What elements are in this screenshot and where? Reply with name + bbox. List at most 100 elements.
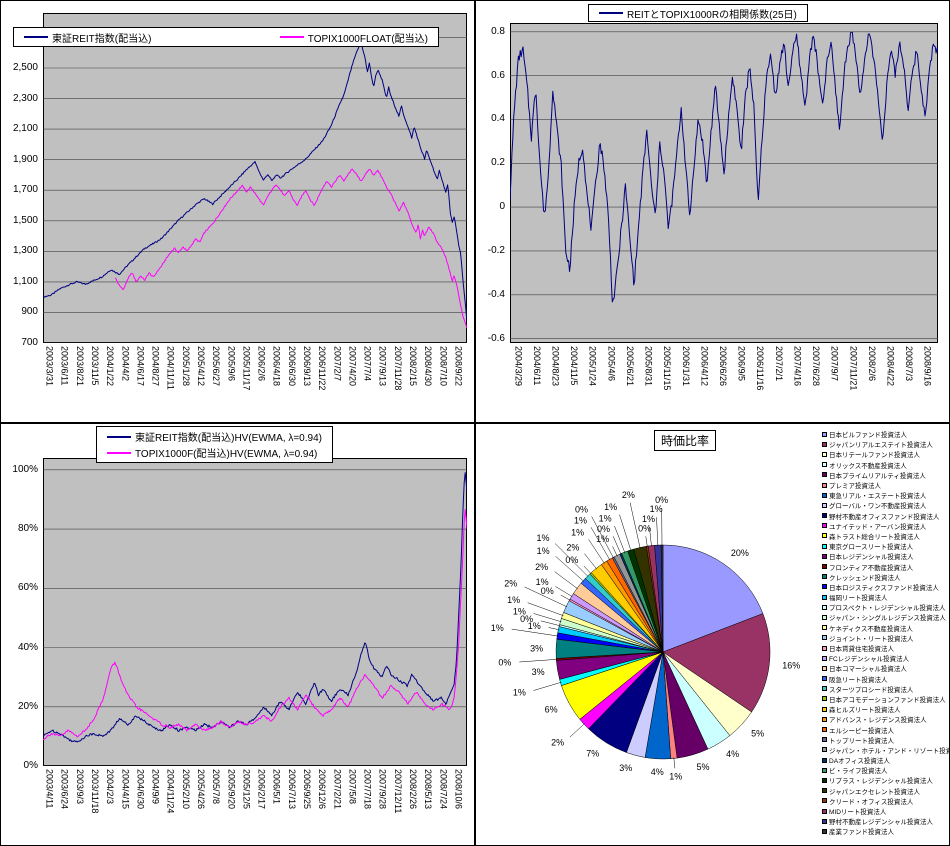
legend-label: ジャパンエクセレント投資法人: [829, 788, 920, 796]
x-tick-label: 2007/9/7: [829, 346, 840, 382]
pie-legend-item: グローバル・ワン不動産投資法人: [822, 500, 949, 510]
x-tick-label: 2003/9/3: [74, 769, 85, 805]
y-tick-label: 900: [21, 306, 38, 318]
label-leader-line: [527, 602, 564, 616]
legend-swatch: [822, 635, 827, 641]
y-tick-label: 100%: [12, 463, 38, 475]
pie-legend-item: 日本アコモデーションファンド投資法人: [822, 694, 949, 704]
x-tick-label: 2004/1/22: [105, 346, 116, 387]
x-tick-label: 2005/6/21: [625, 346, 635, 387]
pie-percent-label: 1%: [604, 502, 617, 512]
y-tick-label: 1,300: [12, 245, 38, 257]
legend-swatch: [822, 604, 827, 610]
x-tick-label: 2005/6/27: [211, 346, 222, 387]
pie-legend-item: プレミア投資法人: [822, 480, 949, 490]
x-tick-label: 2008/10/6: [453, 769, 464, 810]
legend-label: アドバンス・レジデンス投資法人: [829, 717, 927, 725]
pie-legend-item: 日本プライムリアルティ投資法人: [822, 470, 949, 480]
pie-percent-label: 0%: [597, 524, 610, 534]
x-tick-label: 2004/8/27: [150, 346, 161, 387]
pie-legend-item: 産業ファンド投資法人: [822, 826, 949, 836]
legend-label: 産業ファンド投資法人: [829, 829, 894, 837]
pie-legend-item: 日本リテールファンド投資法人: [822, 449, 949, 459]
legend-swatch: [822, 472, 827, 478]
legend-label: 東急リアル・エステート投資法人: [829, 493, 927, 501]
x-tick-label: 2004/2/3: [105, 769, 116, 805]
pie-percent-label: 2%: [535, 562, 548, 572]
label-leader-line: [519, 659, 558, 663]
label-leader-line: [645, 536, 648, 548]
y-tick-label: 0.2: [491, 157, 505, 169]
legend-label: ジャパン・ホテル・アンド・リゾート投資法人: [829, 747, 949, 755]
pie-percent-label: 1%: [536, 577, 549, 587]
x-tick-label: 2007/6/28: [811, 346, 821, 387]
label-leader-line: [588, 539, 605, 564]
legend-label: 東証REIT指数(配当込): [52, 33, 152, 45]
x-tick-label: 2003/8/21: [74, 346, 85, 387]
x-tick-label: 2008/7/3: [904, 346, 915, 382]
x-tick-label: 2007/7/18: [362, 769, 373, 810]
legend-label: 森ヒルズリート投資法人: [829, 707, 901, 715]
legend-swatch: [822, 737, 827, 743]
label-leader-line: [555, 556, 585, 582]
x-tick-label: 2008/4/22: [885, 346, 896, 387]
x-tick-label: 2007/9/28: [377, 769, 388, 810]
x-tick-label: 2006/9/13: [302, 346, 312, 387]
pie-percent-label: 1%: [537, 546, 550, 556]
label-leader-line: [533, 681, 562, 691]
x-tick-label: 2007/11/28: [392, 346, 403, 391]
legend-swatch: [822, 574, 827, 580]
y-tick-label: 60%: [17, 582, 38, 594]
x-tick-label: 2004/6/30: [135, 769, 146, 810]
pie-legend-item: トップリート投資法人: [822, 735, 949, 745]
x-tick-label: 2004/6/11: [531, 346, 542, 386]
pie-legend-item: ジャパンエクセレント投資法人: [822, 786, 949, 796]
y-tick-label: 1,500: [12, 214, 38, 226]
x-tick-label: 2008/2/26: [408, 769, 418, 810]
x-tick-label: 2008/5/13: [423, 769, 434, 810]
pie-legend-item: クリード・オフィス投資法人: [822, 796, 949, 806]
pie-percent-label: 2%: [504, 579, 517, 589]
pie-legend-item: リプラス・レジデンシャル投資法人: [822, 775, 949, 785]
pie-legend-item: 野村不動産レジデンシャル投資法人: [822, 816, 949, 826]
series-line-swatch: [279, 36, 304, 38]
pie-percent-label: 1%: [513, 606, 526, 616]
correlation-chart-panel: REITとTOPIX1000Rの相関係数(25日) 0.8 0.6 0.4 0.2 0 -…: [475, 0, 950, 423]
legend-label: ジャパンリアルエステイト投資法人: [829, 442, 933, 450]
y-tick-label: -0.2: [487, 244, 505, 256]
legend-swatch: [822, 696, 827, 702]
legend-swatch: [822, 686, 827, 692]
y-tick-label: 1,100: [12, 275, 38, 287]
x-tick-label: 2008/4/30: [423, 346, 434, 387]
pie-legend-item: 森トラスト総合リート投資法人: [822, 531, 949, 541]
legend-label: クリード・オフィス投資法人: [829, 798, 914, 806]
market-cap-pie-panel: 時価比率 20% 16% 5% 4% 5% 1% 4% 3% 7% 2% 6% 1% 3% 0% 3% 1% 1…: [475, 423, 950, 846]
legend-swatch: [822, 492, 827, 498]
pie-percent-label: 0%: [575, 505, 588, 515]
x-tick-label: 2005/2/10: [180, 769, 191, 810]
pie-legend-item: ケネディクス不動産投資法人: [822, 623, 949, 633]
pie-legend-item: 森ヒルズリート投資法人: [822, 704, 949, 714]
pie-legend-item: スターツプロシード投資法人: [822, 684, 949, 694]
label-leader-line: [511, 628, 559, 637]
x-tick-label: 2007/2/1: [773, 346, 784, 382]
pie-percent-label: 2%: [622, 490, 635, 500]
x-tick-label: 2004/6/17: [135, 346, 146, 387]
pie-percent-label: 3%: [530, 643, 543, 653]
pie-percent-label: 20%: [731, 548, 749, 558]
series-line-swatch: [107, 451, 131, 454]
legend-swatch: [822, 594, 827, 600]
x-tick-label: 2008/9/22: [453, 346, 464, 387]
legend-label: 福岡リート投資法人: [829, 595, 888, 603]
pie-percent-label: 4%: [726, 749, 739, 759]
series-line-0: [510, 31, 938, 303]
label-leader-line: [569, 723, 585, 738]
pie-legend-item: 東京グロースリート投資法人: [822, 541, 949, 551]
legend-label: 日本ロジスティクスファンド投資法人: [829, 584, 939, 592]
legend-swatch: [822, 584, 827, 590]
pie-legend-item: アドバンス・レジデンス投資法人: [822, 714, 949, 724]
legend-label: 日本賃貸住宅投資法人: [829, 646, 894, 654]
legend-swatch: [822, 716, 827, 722]
y-tick-label: 80%: [17, 523, 38, 535]
series-line-swatch: [599, 12, 623, 14]
